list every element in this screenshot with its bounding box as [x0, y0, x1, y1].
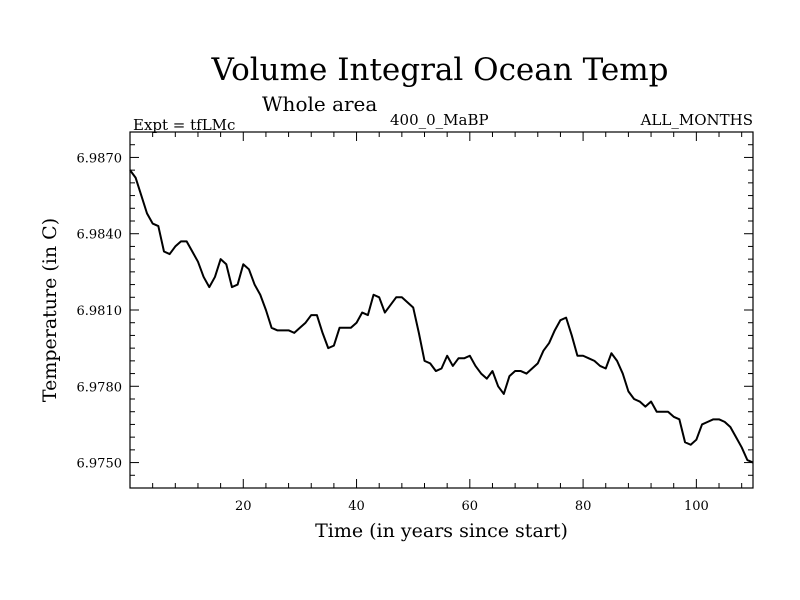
y-tick-label: 6.9840 — [77, 228, 123, 243]
x-tick-label: 60 — [462, 499, 479, 514]
y-tick-label: 6.9870 — [77, 151, 123, 166]
x-tick-label: 100 — [684, 499, 709, 514]
y-tick-label: 6.9780 — [77, 380, 123, 395]
chart-subtitle: Whole area — [262, 92, 378, 116]
months-label: ALL_MONTHS — [640, 111, 753, 129]
period-label: 400_0_MaBP — [390, 111, 489, 129]
x-tick-label: 40 — [348, 499, 365, 514]
plot-frame — [129, 131, 754, 489]
y-tick-label: 6.9750 — [77, 457, 123, 472]
y-axis-label: Temperature (in C) — [39, 217, 61, 403]
y-tick-label: 6.9810 — [77, 304, 123, 319]
x-axis-label: Time (in years since start) — [315, 520, 568, 542]
series-line — [129, 169, 754, 464]
x-tick-label: 20 — [235, 499, 252, 514]
x-tick-label: 80 — [575, 499, 592, 514]
chart-title: Volume Integral Ocean Temp — [211, 52, 669, 88]
experiment-label: Expt = tfLMc — [133, 116, 236, 134]
